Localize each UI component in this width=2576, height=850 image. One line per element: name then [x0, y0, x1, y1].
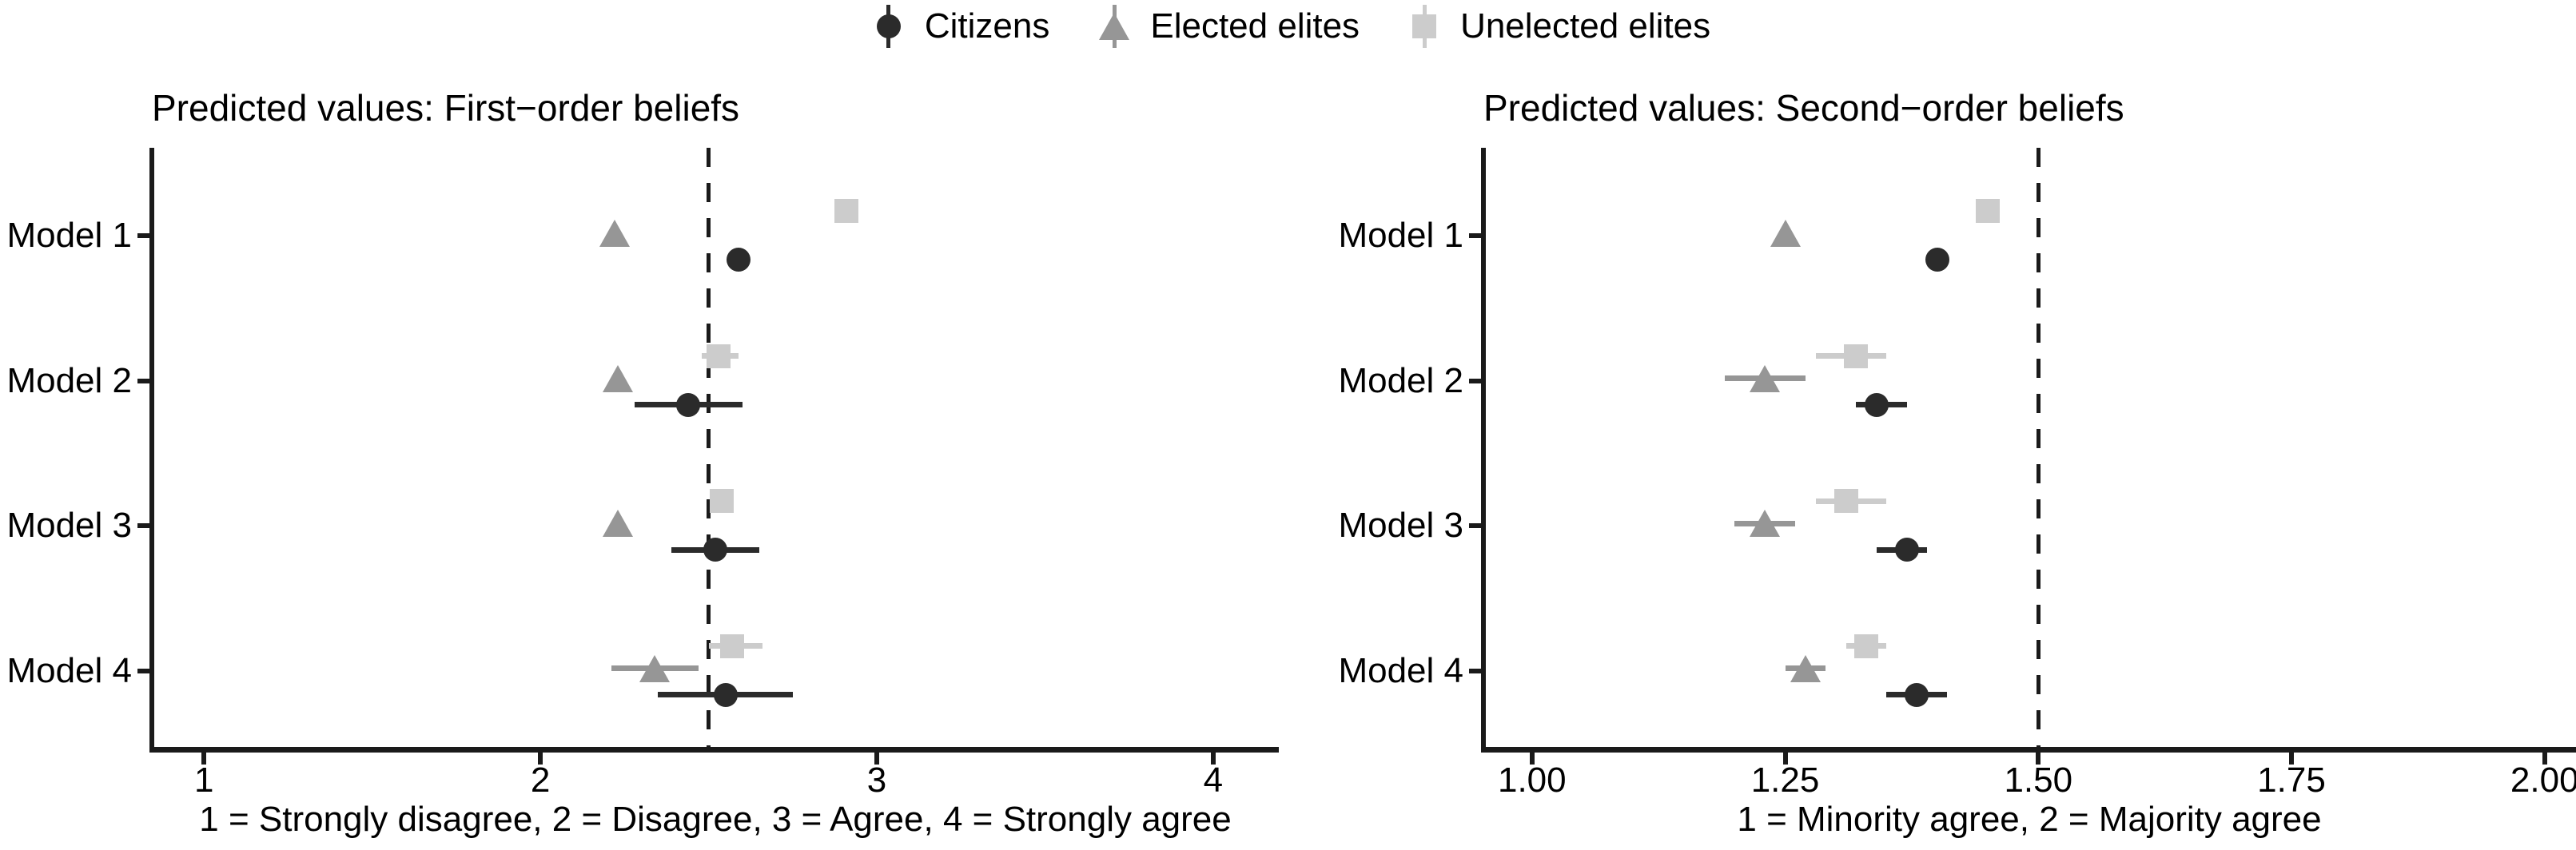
x-axis-line — [1481, 747, 2576, 753]
y-tick — [137, 668, 149, 673]
marker-square — [710, 489, 735, 513]
x-tick — [2542, 753, 2547, 765]
x-tick-label: 4 — [1203, 761, 1224, 800]
marker-circle — [713, 682, 738, 707]
y-tick-label-model-4: Model 4 — [6, 650, 132, 690]
legend-triangle-icon — [1091, 3, 1137, 50]
y-tick — [1469, 233, 1481, 238]
legend-circle-marker — [876, 14, 901, 38]
x-axis-line — [149, 747, 1279, 753]
y-tick — [137, 378, 149, 383]
y-tick — [137, 233, 149, 238]
y-tick-label-model-1: Model 1 — [1338, 216, 1463, 255]
x-tick — [2288, 753, 2294, 765]
marker-triangle — [1750, 510, 1781, 537]
x-tick — [538, 753, 543, 765]
y-tick — [137, 523, 149, 528]
x-tick — [1529, 753, 1535, 765]
chart-legend: Citizens Elected elites Unelected elites — [0, 3, 2576, 50]
marker-square — [1975, 199, 2000, 223]
x-tick-label: 3 — [866, 761, 887, 800]
legend-triangle-marker — [1099, 13, 1130, 40]
marker-circle — [1864, 392, 1889, 417]
left-x-axis-caption: 1 = Strongly disagree, 2 = Disagree, 3 =… — [199, 800, 1232, 839]
marker-square — [1844, 344, 1869, 368]
marker-triangle — [1770, 220, 1801, 247]
legend-label-citizens: Citizens — [924, 6, 1050, 46]
marker-circle — [727, 248, 751, 272]
x-tick-label: 1.25 — [1750, 761, 1820, 800]
legend-square-icon — [1401, 3, 1447, 50]
legend-label-elected-elites: Elected elites — [1150, 6, 1360, 46]
marker-square — [720, 634, 745, 658]
y-tick-label-model-4: Model 4 — [1338, 650, 1463, 690]
x-tick — [1210, 753, 1216, 765]
x-tick — [1782, 753, 1788, 765]
reference-line — [2036, 148, 2040, 749]
legend-label-unelected-elites: Unelected elites — [1460, 6, 1711, 46]
x-tick — [2036, 753, 2041, 765]
legend-square-marker — [1412, 14, 1437, 38]
marker-triangle — [602, 510, 633, 537]
y-tick-label-model-2: Model 2 — [6, 360, 132, 400]
marker-triangle — [599, 220, 630, 247]
marker-square — [1853, 634, 1878, 658]
y-tick-label-model-3: Model 3 — [1338, 506, 1463, 545]
legend-item-unelected-elites: Unelected elites — [1401, 3, 1710, 50]
marker-triangle — [639, 654, 671, 682]
marker-circle — [1925, 248, 1949, 272]
right-panel-title: Predicted values: Second−order beliefs — [1483, 87, 2124, 129]
left-panel-title: Predicted values: First−order beliefs — [152, 87, 740, 129]
x-tick-label: 1 — [193, 761, 214, 800]
marker-triangle — [602, 364, 633, 392]
marker-square — [1833, 489, 1858, 513]
marker-triangle — [1790, 654, 1821, 682]
marker-circle — [1905, 682, 1929, 707]
x-tick — [874, 753, 880, 765]
marker-square — [707, 344, 731, 368]
y-axis-line — [149, 148, 154, 753]
y-axis-line — [1481, 148, 1486, 753]
y-tick-label-model-3: Model 3 — [6, 506, 132, 545]
y-tick — [1469, 668, 1481, 673]
reference-line — [707, 148, 711, 749]
x-tick — [201, 753, 207, 765]
x-tick-label: 1.00 — [1497, 761, 1567, 800]
y-tick — [1469, 523, 1481, 528]
marker-square — [834, 199, 859, 223]
x-tick-label: 2.00 — [2510, 761, 2576, 800]
marker-circle — [1894, 538, 1919, 562]
y-tick — [1469, 378, 1481, 383]
y-tick-label-model-1: Model 1 — [6, 216, 132, 255]
marker-circle — [676, 392, 701, 417]
legend-circle-icon — [866, 3, 912, 50]
marker-circle — [703, 538, 727, 562]
y-tick-label-model-2: Model 2 — [1338, 360, 1463, 400]
legend-item-elected-elites: Elected elites — [1091, 3, 1360, 50]
legend-item-citizens: Citizens — [866, 3, 1050, 50]
right-x-axis-caption: 1 = Minority agree, 2 = Majority agree — [1737, 800, 2322, 839]
x-tick-label: 2 — [530, 761, 551, 800]
x-tick-label: 1.50 — [2004, 761, 2073, 800]
marker-triangle — [1750, 364, 1781, 392]
x-tick-label: 1.75 — [2257, 761, 2326, 800]
